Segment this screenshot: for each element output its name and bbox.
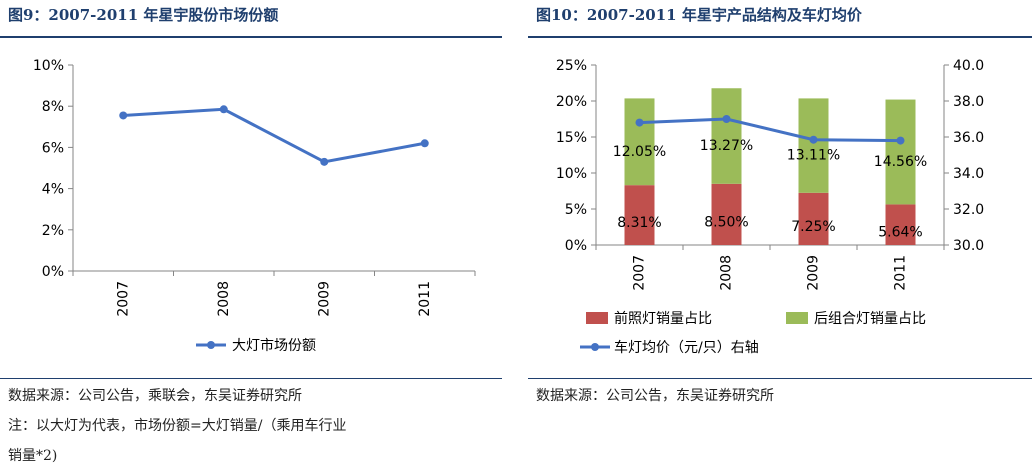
data-point-lamp-price [809,135,818,144]
figure-9-panel: 图9：2007-2011 年星宇股份市场份额 0% 2% 4% 6% 8% 10% 2007… [0,0,502,473]
figure-10-top-rule [528,36,1032,38]
data-label-front-lamp: 7.25% [791,219,835,235]
y-tick-label: 10% [33,58,64,74]
data-point-lamp-price [896,136,905,145]
y-tick-label: 4% [42,182,64,198]
y2-tick-label: 36.0 [953,130,984,146]
legend-label-front-lamp: 前照灯销量占比 [614,310,712,327]
bar-rear-lamp [711,88,742,184]
figure-9-bottom-rule [0,378,502,379]
data-point [320,157,329,166]
series-line-market-share [123,107,426,164]
legend-label-rear-lamp: 后组合灯销量占比 [814,311,926,327]
x-tick-label: 2007 [115,281,131,317]
data-label-front-lamp: 8.31% [617,215,661,231]
data-point [420,139,429,148]
data-label-rear-lamp: 14.56% [874,154,927,170]
product-structure-combo-chart: 0% 5% 10% 15% 20% 25% 30.0 32.0 34.0 36.0 38.0 40.0… [556,58,984,356]
figure-9-title: 图9：2007-2011 年星宇股份市场份额 [8,6,279,24]
figure-9-source: 数据来源：公司公告，乘联会，东吴证券研究所 [8,388,302,404]
y-tick-label: 2% [42,223,64,239]
data-point-lamp-price [722,115,731,123]
legend-swatch-front-lamp [586,312,608,324]
x-tick-label: 2008 [216,281,232,317]
y-tick-label: 5% [565,202,587,218]
bar-rear-lamp [885,99,916,205]
y-tick-label: 20% [556,94,587,110]
data-point [119,111,128,120]
y-tick-label: 0% [565,238,587,254]
bar-rear-lamp [798,98,829,193]
legend-label: 大灯市场份额 [232,337,316,354]
legend-label-price: 车灯均价（元/只）右轴 [614,339,759,356]
data-point [219,105,228,114]
y-tick-label: 15% [556,130,587,146]
y2-tick-label: 30.0 [953,238,984,254]
y-tick-label: 0% [42,264,64,280]
figure-10-bottom-rule [528,378,1032,379]
figure-9-note-line-1: 注：以大灯为代表，市场份额=大灯销量/（乘用车行业 [8,418,347,434]
bar-rear-lamp [624,98,655,186]
figure-9-note-line-2: 销量*2) [8,448,58,464]
data-label-front-lamp: 5.64% [878,225,922,241]
x-tick-label: 2009 [806,255,822,291]
data-label-rear-lamp: 13.11% [787,148,840,164]
y-tick-label: 6% [42,140,64,156]
y-tick-label: 8% [42,99,64,115]
bar-front-lamp [711,183,742,245]
figure-10-title: 图10：2007-2011 年星宇产品结构及车灯均价 [536,6,862,24]
x-tick-label: 2011 [893,255,909,291]
y2-tick-label: 32.0 [953,202,984,218]
x-tick-label: 2008 [719,255,735,291]
legend-swatch-rear-lamp [786,312,808,324]
figure-10-panel: 图10：2007-2011 年星宇产品结构及车灯均价 0% 5% 10% 15% 20%… [528,0,1032,473]
data-label-front-lamp: 8.50% [704,214,748,230]
data-label-rear-lamp: 12.05% [613,144,666,160]
bar-front-lamp [624,185,655,245]
y2-tick-label: 34.0 [953,166,984,182]
x-tick-label: 2011 [417,281,433,317]
data-label-rear-lamp: 13.27% [700,138,753,154]
legend-marker-price [591,343,599,351]
x-tick-label: 2007 [632,255,648,291]
y2-tick-label: 38.0 [953,94,984,110]
y2-tick-label: 40.0 [953,58,984,74]
y-tick-label: 10% [556,166,587,182]
figure-9-top-rule [0,36,502,38]
legend-marker [207,341,215,349]
figure-10-source: 数据来源：公司公告，东吴证券研究所 [536,388,774,404]
bar-front-lamp [885,204,916,245]
data-point-lamp-price [635,118,644,127]
y-tick-label: 25% [556,58,587,74]
bar-front-lamp [798,192,829,245]
x-tick-label: 2009 [316,281,332,317]
series-line-lamp-price [639,117,901,143]
market-share-line-chart: 0% 2% 4% 6% 8% 10% 2007 2008 2009 2011 大灯市场份额 [33,58,476,354]
